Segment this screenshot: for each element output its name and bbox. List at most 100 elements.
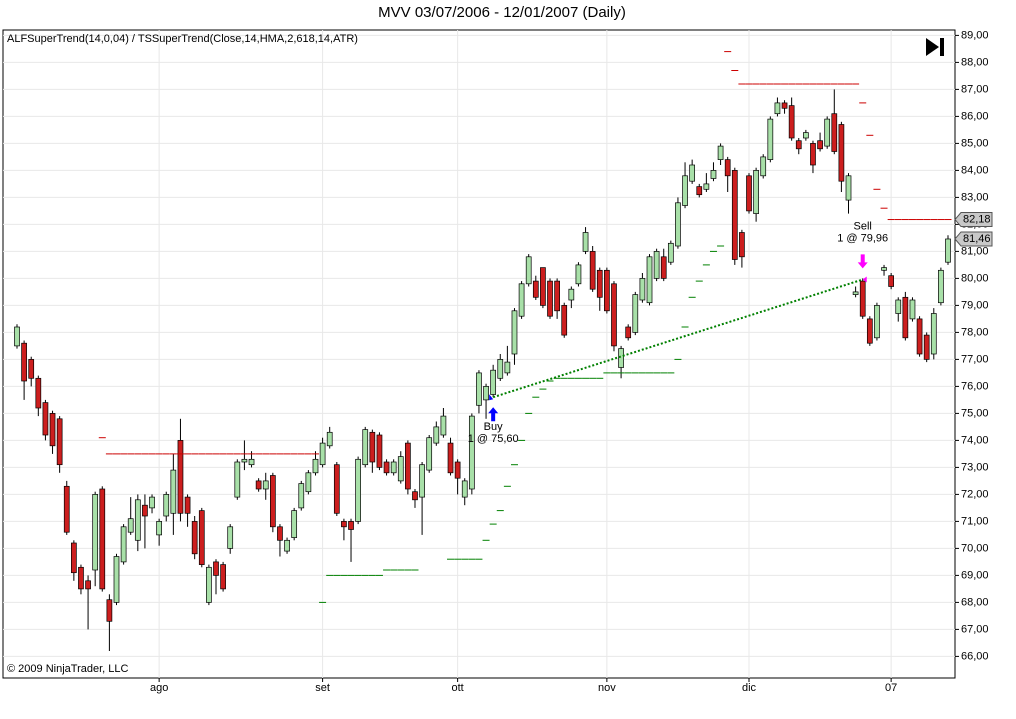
play-button[interactable] bbox=[926, 38, 944, 56]
candle-body bbox=[14, 326, 20, 347]
candle-body bbox=[412, 491, 418, 501]
candle-body bbox=[504, 361, 511, 374]
trade-line bbox=[492, 278, 864, 399]
candle-body bbox=[675, 202, 681, 247]
candle-body bbox=[191, 521, 198, 555]
candle-body bbox=[127, 518, 134, 533]
candle-body bbox=[866, 318, 873, 344]
candle-body bbox=[845, 175, 852, 201]
y-tick-label: 88,00 bbox=[961, 56, 989, 68]
y-tick-label: 83,00 bbox=[961, 191, 989, 203]
trade-text: 1 @ 75,60 bbox=[468, 433, 519, 445]
y-tick-label: 79,00 bbox=[961, 299, 989, 311]
candle-body bbox=[269, 475, 276, 528]
y-tick-label: 68,00 bbox=[961, 596, 989, 608]
x-tick-label: ago bbox=[150, 682, 168, 694]
candle-body bbox=[163, 494, 170, 517]
candle-body bbox=[433, 426, 440, 444]
candle-body bbox=[397, 456, 404, 482]
y-tick-label: 66,00 bbox=[961, 650, 989, 662]
candle-body bbox=[511, 310, 518, 355]
candle-body bbox=[355, 458, 361, 522]
candle-body bbox=[547, 280, 553, 317]
candle-body bbox=[646, 256, 653, 304]
candle-body bbox=[554, 280, 560, 312]
candle-body bbox=[305, 472, 312, 493]
candle-body bbox=[923, 334, 930, 360]
candle-body bbox=[532, 280, 539, 298]
candle-body bbox=[234, 461, 241, 498]
candle-body bbox=[142, 504, 148, 517]
play-bar[interactable] bbox=[940, 38, 944, 56]
candle-body bbox=[611, 283, 617, 347]
candle-body bbox=[405, 442, 411, 490]
y-tick-label: 80,00 bbox=[961, 272, 989, 284]
candle-body bbox=[227, 526, 234, 549]
trade-text: 1 @ 79,96 bbox=[837, 232, 888, 244]
y-tick-label: 77,00 bbox=[961, 353, 989, 365]
y-tick-label: 81,00 bbox=[961, 245, 989, 257]
candle-body bbox=[568, 288, 575, 301]
candle-body bbox=[426, 437, 433, 471]
candle-body bbox=[277, 526, 283, 541]
candle-body bbox=[248, 458, 255, 466]
candle-body bbox=[540, 267, 546, 306]
candle-body bbox=[774, 102, 781, 115]
candle-body bbox=[618, 348, 624, 368]
trade-marker bbox=[862, 276, 867, 283]
candle-body bbox=[781, 102, 788, 109]
candle-body bbox=[241, 458, 248, 463]
candle-body bbox=[518, 283, 525, 317]
candle-body bbox=[262, 480, 269, 490]
candle-body bbox=[639, 278, 646, 301]
candle-body bbox=[383, 461, 390, 474]
candle-body bbox=[106, 599, 113, 622]
candle-body bbox=[341, 521, 347, 528]
candle-body bbox=[788, 105, 795, 139]
candle-body bbox=[632, 294, 639, 333]
candle-body bbox=[319, 442, 326, 466]
candle-body bbox=[703, 183, 710, 190]
y-tick-label: 73,00 bbox=[961, 461, 989, 473]
candle-body bbox=[42, 402, 49, 436]
plot-frame bbox=[2, 29, 956, 679]
candle-body bbox=[468, 415, 475, 490]
candle-body bbox=[255, 480, 262, 490]
candle-body bbox=[874, 305, 880, 339]
candle-body bbox=[930, 313, 937, 355]
candle-body bbox=[795, 140, 802, 150]
y-tick-label: 84,00 bbox=[961, 164, 989, 176]
candle-body bbox=[49, 413, 56, 447]
candle-body bbox=[689, 164, 696, 182]
candle-body bbox=[348, 521, 354, 530]
price-tag-label: 81,46 bbox=[963, 233, 991, 245]
candle-body bbox=[447, 442, 454, 474]
y-tick-label: 78,00 bbox=[961, 326, 989, 338]
candle-body bbox=[120, 526, 127, 563]
candle-body bbox=[78, 566, 84, 590]
candle-body bbox=[753, 170, 759, 214]
candle-body bbox=[859, 280, 866, 317]
y-tick-label: 72,00 bbox=[961, 488, 989, 500]
play-icon[interactable] bbox=[926, 38, 939, 56]
trade-arrow bbox=[857, 254, 868, 269]
price-tag bbox=[954, 231, 993, 247]
candle-body bbox=[938, 269, 944, 304]
copyright: © 2009 NinjaTrader, LLC bbox=[7, 663, 128, 675]
candle-body bbox=[604, 269, 610, 312]
candle-body bbox=[717, 145, 724, 160]
candle-body bbox=[881, 267, 887, 271]
y-tick-label: 67,00 bbox=[961, 623, 989, 635]
candle-body bbox=[660, 256, 667, 279]
candle-body bbox=[184, 496, 191, 514]
candle-body bbox=[838, 124, 845, 182]
candle-body bbox=[810, 143, 816, 166]
candle-body bbox=[170, 469, 177, 514]
x-tick-label: ott bbox=[452, 682, 464, 694]
candle-body bbox=[852, 291, 859, 295]
indicator-label: ALFSuperTrend(14,0,04) / TSSuperTrend(Cl… bbox=[7, 33, 358, 45]
candle-body bbox=[333, 464, 340, 514]
y-tick-label: 89,00 bbox=[961, 29, 989, 41]
x-tick-label: 07 bbox=[885, 682, 897, 694]
